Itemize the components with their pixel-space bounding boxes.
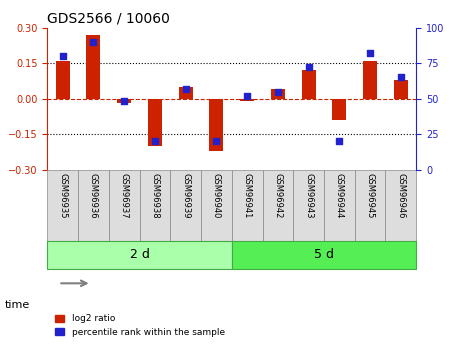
FancyBboxPatch shape xyxy=(263,170,293,241)
Bar xyxy=(117,99,131,103)
Text: 5 d: 5 d xyxy=(314,248,334,262)
Text: GSM96939: GSM96939 xyxy=(181,173,190,219)
Legend: log2 ratio, percentile rank within the sample: log2 ratio, percentile rank within the s… xyxy=(52,311,228,341)
Text: GSM96940: GSM96940 xyxy=(212,173,221,219)
Point xyxy=(366,50,374,56)
Bar xyxy=(333,99,346,120)
FancyBboxPatch shape xyxy=(109,170,140,241)
Text: GSM96946: GSM96946 xyxy=(396,173,405,219)
Text: GDS2566 / 10060: GDS2566 / 10060 xyxy=(47,11,170,25)
Point xyxy=(182,86,189,91)
Bar xyxy=(87,35,100,99)
FancyBboxPatch shape xyxy=(232,241,416,269)
Point xyxy=(274,89,282,94)
Text: 2 d: 2 d xyxy=(130,248,149,262)
Point xyxy=(243,93,251,99)
FancyBboxPatch shape xyxy=(140,170,170,241)
Bar xyxy=(56,61,70,99)
FancyBboxPatch shape xyxy=(293,170,324,241)
Bar xyxy=(271,89,285,99)
FancyBboxPatch shape xyxy=(170,170,201,241)
Text: GSM96942: GSM96942 xyxy=(273,173,282,219)
FancyBboxPatch shape xyxy=(324,170,355,241)
FancyBboxPatch shape xyxy=(355,170,385,241)
Text: GSM96937: GSM96937 xyxy=(120,173,129,219)
Bar xyxy=(394,80,408,99)
Text: GSM96936: GSM96936 xyxy=(89,173,98,219)
Point xyxy=(120,99,128,104)
Bar xyxy=(148,99,162,146)
Bar xyxy=(363,61,377,99)
FancyBboxPatch shape xyxy=(78,170,109,241)
Text: GSM96935: GSM96935 xyxy=(58,173,67,219)
Bar xyxy=(302,70,315,99)
Text: GSM96941: GSM96941 xyxy=(243,173,252,219)
Point xyxy=(336,138,343,144)
FancyBboxPatch shape xyxy=(47,241,232,269)
Text: GSM96945: GSM96945 xyxy=(366,173,375,219)
Point xyxy=(151,138,159,144)
Point xyxy=(213,138,220,144)
Text: GSM96938: GSM96938 xyxy=(150,173,159,219)
Text: GSM96943: GSM96943 xyxy=(304,173,313,219)
FancyBboxPatch shape xyxy=(47,170,78,241)
FancyBboxPatch shape xyxy=(385,170,416,241)
Point xyxy=(305,65,312,70)
Point xyxy=(59,53,66,59)
Bar xyxy=(179,87,193,99)
Point xyxy=(90,39,97,45)
Bar xyxy=(240,99,254,101)
Point xyxy=(397,75,405,80)
Text: time: time xyxy=(5,300,30,310)
FancyBboxPatch shape xyxy=(232,170,263,241)
Text: GSM96944: GSM96944 xyxy=(335,173,344,219)
FancyBboxPatch shape xyxy=(201,170,232,241)
Bar xyxy=(210,99,223,151)
